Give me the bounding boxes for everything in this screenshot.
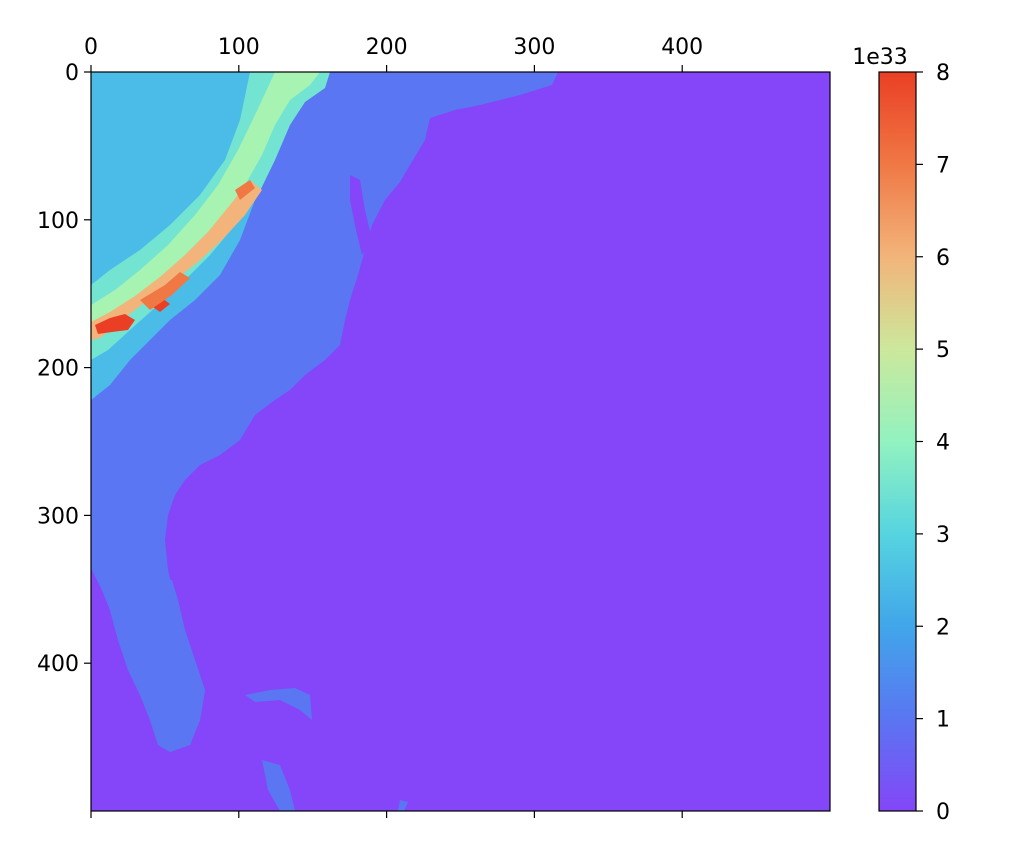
colorbar: 1e33 0 1 2 3 4 5 6 7 8 xyxy=(852,45,950,825)
x-tick-label: 100 xyxy=(218,35,260,60)
y-tick-label: 100 xyxy=(37,209,79,234)
y-tick-label: 300 xyxy=(37,504,79,529)
y-tick-label: 0 xyxy=(65,61,79,86)
colorbar-tick-label: 7 xyxy=(936,153,950,178)
y-axis: 0 100 200 300 400 xyxy=(37,61,91,677)
colorbar-tick-label: 8 xyxy=(936,61,950,86)
x-tick-label: 200 xyxy=(366,35,408,60)
colorbar-tick-label: 0 xyxy=(936,800,950,825)
colorbar-tick-label: 3 xyxy=(936,523,950,548)
colorbar-tick-label: 2 xyxy=(936,615,950,640)
y-tick-label: 200 xyxy=(37,357,79,382)
colorbar-gradient xyxy=(879,72,916,811)
plot-frame xyxy=(90,71,831,812)
x-tick-label: 400 xyxy=(661,35,703,60)
y-tick-label: 400 xyxy=(37,652,79,677)
florida-region xyxy=(91,568,205,752)
ridge-mid-region xyxy=(91,72,320,335)
x-axis-bottom xyxy=(90,811,683,818)
colorbar-ticks: 0 1 2 3 4 5 6 7 8 xyxy=(916,61,950,825)
colorbar-scale-label: 1e33 xyxy=(852,45,908,70)
heatmap-image xyxy=(91,72,830,811)
colorbar-tick-label: 5 xyxy=(936,338,950,363)
x-axis-top: 0 100 200 300 400 xyxy=(84,35,703,72)
colorbar-tick-label: 6 xyxy=(936,246,950,271)
colorbar-tick-label: 1 xyxy=(936,708,950,733)
peaks-region xyxy=(95,298,170,334)
x-tick-label: 0 xyxy=(84,35,98,60)
islands-region xyxy=(245,688,408,811)
colorbar-tick-label: 4 xyxy=(936,431,950,456)
x-tick-label: 300 xyxy=(513,35,555,60)
bay-region xyxy=(350,175,372,255)
peaks-region-2 xyxy=(140,180,255,310)
ridge-high-region xyxy=(91,180,262,340)
